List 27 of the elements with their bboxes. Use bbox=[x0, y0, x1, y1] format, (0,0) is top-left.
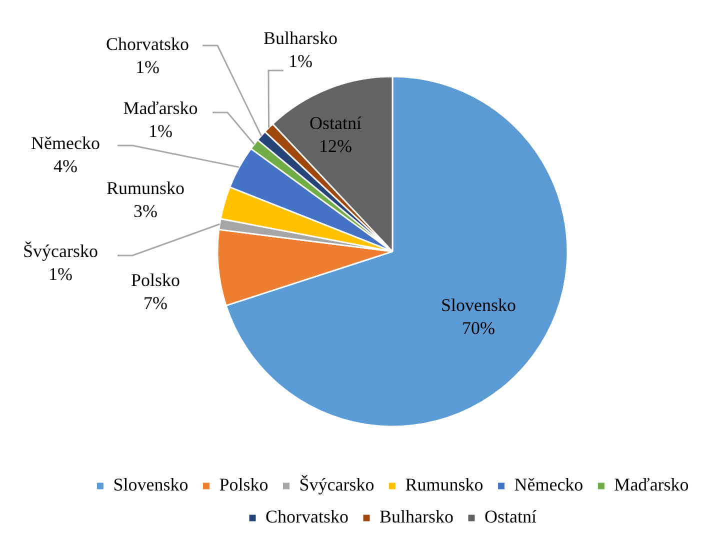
slice-label: Německo bbox=[31, 133, 100, 154]
legend-label: Švýcarsko bbox=[299, 474, 374, 495]
slice-label: Slovensko bbox=[440, 295, 516, 316]
legend-label: Ostatní bbox=[484, 506, 536, 527]
legend-label: Německo bbox=[514, 474, 584, 495]
slice-label: Švýcarsko bbox=[23, 241, 98, 262]
legend-label: Bulharsko bbox=[380, 506, 454, 527]
slice-label: Chorvatsko bbox=[106, 34, 189, 54]
data-label: 7% bbox=[144, 293, 168, 314]
legend-label: Maďarsko bbox=[614, 474, 689, 495]
data-label: 1% bbox=[148, 121, 172, 142]
legend-label: Slovensko bbox=[113, 474, 188, 495]
legend-label: Polsko bbox=[219, 474, 268, 495]
data-label: 70% bbox=[462, 318, 495, 338]
slice-label: Maďarsko bbox=[123, 98, 198, 118]
legend-label: Chorvatsko bbox=[266, 506, 349, 527]
slice-label: Polsko bbox=[130, 270, 180, 290]
legend-label: Rumunsko bbox=[405, 474, 484, 495]
data-label: 1% bbox=[288, 51, 312, 72]
data-label: 1% bbox=[136, 57, 160, 78]
slice-label: Rumunsko bbox=[106, 178, 185, 198]
data-label: 3% bbox=[134, 201, 158, 222]
data-label: 1% bbox=[48, 264, 72, 284]
slice-label: Ostatní bbox=[310, 113, 362, 134]
data-label: 12% bbox=[319, 136, 352, 156]
data-label: 4% bbox=[54, 156, 78, 176]
slice-label: Bulharsko bbox=[264, 28, 338, 48]
